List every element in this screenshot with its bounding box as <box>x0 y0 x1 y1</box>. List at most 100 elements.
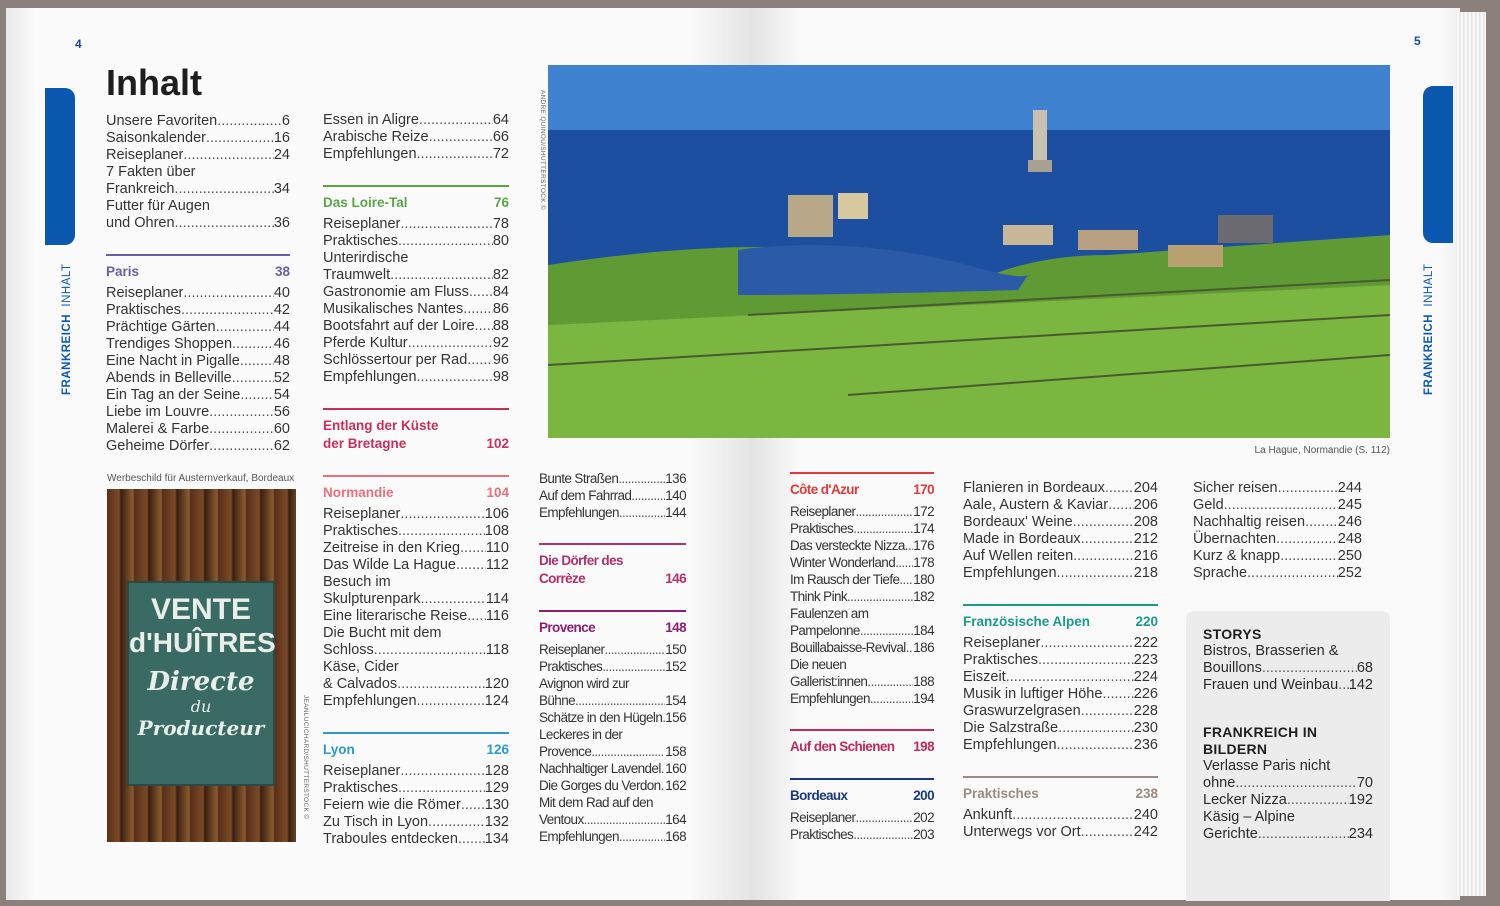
toc-entry[interactable]: Ein Tag an der Seine 54 <box>106 387 290 404</box>
toc-entry[interactable]: Zu Tisch in Lyon 132 <box>323 814 509 831</box>
toc-entry[interactable]: Reiseplaner 78 <box>323 216 509 233</box>
toc-entry[interactable]: Avignon wird zur Bühne 154 <box>539 675 687 709</box>
toc-entry[interactable]: Auf Wellen reiten 216 <box>963 548 1158 565</box>
section-heading[interactable]: Côte d'Azur 170 <box>790 472 935 499</box>
toc-entry[interactable]: Made in Bordeaux 212 <box>963 531 1158 548</box>
toc-entry[interactable]: Eine Nacht in Pigalle 48 <box>106 353 290 370</box>
toc-entry[interactable]: Reiseplaner 24 <box>106 147 290 164</box>
toc-entry[interactable]: Praktisches 203 <box>790 826 935 843</box>
toc-entry[interactable]: Saisonkalender 16 <box>106 130 290 147</box>
toc-entry[interactable]: Praktisches 152 <box>539 658 687 675</box>
toc-entry[interactable]: Empfehlungen 218 <box>963 565 1158 582</box>
toc-entry[interactable]: Faulenzen am Pampelonne 184 <box>790 605 935 639</box>
toc-entry[interactable]: Think Pink 182 <box>790 588 935 605</box>
toc-entry[interactable]: Die neuen Gallerist:innen 188 <box>790 656 935 690</box>
toc-entry[interactable]: Abends in Belleville 52 <box>106 370 290 387</box>
toc-entry[interactable]: Essen in Aligre 64 <box>323 112 509 129</box>
toc-entry[interactable]: Das Wilde La Hague 112 <box>323 557 509 574</box>
toc-entry[interactable]: Im Rausch der Tiefe 180 <box>790 571 935 588</box>
toc-entry[interactable]: Praktisches 80 <box>323 233 509 250</box>
toc-entry[interactable]: Empfehlungen 72 <box>323 146 509 163</box>
toc-entry[interactable]: Empfehlungen 194 <box>790 690 935 707</box>
section-heading[interactable]: Die Dörfer des Corrèze 146 <box>539 543 687 588</box>
toc-entry[interactable]: Geld 245 <box>1193 497 1362 514</box>
section-heading[interactable]: Provence 148 <box>539 610 687 637</box>
toc-entry[interactable]: Malerei & Farbe 60 <box>106 421 290 438</box>
toc-entry[interactable]: Reiseplaner 128 <box>323 763 509 780</box>
toc-entry[interactable]: Feiern wie die Römer 130 <box>323 797 509 814</box>
section-heading[interactable]: Bordeaux 200 <box>790 778 935 805</box>
toc-entry[interactable]: Praktisches 223 <box>963 652 1158 669</box>
toc-entry[interactable]: Winter Wonderland 178 <box>790 554 935 571</box>
section-heading[interactable]: Lyon 126 <box>323 732 509 759</box>
toc-entry[interactable]: Eine literarische Reise 116 <box>323 608 509 625</box>
toc-entry[interactable]: Arabische Reize 66 <box>323 129 509 146</box>
toc-entry[interactable]: Traboules entdecken 134 <box>323 831 509 848</box>
toc-entry[interactable]: Unterwegs vor Ort 242 <box>963 824 1158 841</box>
toc-entry[interactable]: Bouillabaisse-Revival 186 <box>790 639 935 656</box>
toc-entry[interactable]: Aale, Austern & Kaviar 206 <box>963 497 1158 514</box>
toc-entry[interactable]: Praktisches 108 <box>323 523 509 540</box>
toc-entry[interactable]: Bistros, Brasserien &Bouillons 68 <box>1203 643 1373 677</box>
toc-entry[interactable]: Empfehlungen 168 <box>539 828 687 845</box>
toc-entry[interactable]: Graswurzelgrasen 228 <box>963 703 1158 720</box>
toc-entry[interactable]: Reiseplaner 222 <box>963 635 1158 652</box>
toc-entry[interactable]: Unsere Favoriten 6 <box>106 113 290 130</box>
toc-entry[interactable]: Geheime Dörfer 62 <box>106 438 290 455</box>
toc-entry[interactable]: Mit dem Rad auf den Ventoux 164 <box>539 794 687 828</box>
toc-entry[interactable]: Reiseplaner 172 <box>790 503 935 520</box>
toc-entry[interactable]: Reiseplaner 150 <box>539 641 687 658</box>
toc-entry[interactable]: Nachhaltiger Lavendel 160 <box>539 760 687 777</box>
toc-entry[interactable]: Flanieren in Bordeaux 204 <box>963 480 1158 497</box>
toc-entry[interactable]: Musikalisches Nantes 86 <box>323 301 509 318</box>
toc-entry[interactable]: Empfehlungen 236 <box>963 737 1158 754</box>
toc-entry[interactable]: Leckeres in der Provence 158 <box>539 726 687 760</box>
section-heading[interactable]: Praktisches 238 <box>963 776 1158 803</box>
toc-entry[interactable]: Übernachten 248 <box>1193 531 1362 548</box>
toc-entry[interactable]: Auf dem Fahrrad 140 <box>539 487 687 504</box>
section-heading[interactable]: Normandie 104 <box>323 475 509 502</box>
toc-entry[interactable]: Reiseplaner 40 <box>106 285 290 302</box>
toc-entry[interactable]: Empfehlungen 144 <box>539 504 687 521</box>
toc-entry[interactable]: Käse, Cider& Calvados 120 <box>323 659 509 693</box>
toc-entry[interactable]: Sicher reisen 244 <box>1193 480 1362 497</box>
toc-entry[interactable]: Reiseplaner 202 <box>790 809 935 826</box>
section-heading[interactable]: Paris 38 <box>106 254 290 281</box>
toc-entry[interactable]: Empfehlungen 124 <box>323 693 509 710</box>
toc-entry[interactable]: Pferde Kultur 92 <box>323 335 509 352</box>
toc-entry[interactable]: Musik in luftiger Höhe 226 <box>963 686 1158 703</box>
toc-entry[interactable]: Die Salzstraße 230 <box>963 720 1158 737</box>
toc-entry[interactable]: Reiseplaner 106 <box>323 506 509 523</box>
toc-entry[interactable]: Zeitreise in den Krieg 110 <box>323 540 509 557</box>
toc-entry[interactable]: Frauen und Weinbau 142 <box>1203 677 1373 694</box>
toc-entry[interactable]: Kurz & knapp 250 <box>1193 548 1362 565</box>
toc-entry[interactable]: Praktisches 129 <box>323 780 509 797</box>
section-heading[interactable]: Französische Alpen 220 <box>963 604 1158 631</box>
toc-entry[interactable]: Schlössertour per Rad 96 <box>323 352 509 369</box>
toc-entry[interactable]: Nachhaltig reisen 246 <box>1193 514 1362 531</box>
toc-entry[interactable]: Bordeaux' Weine 208 <box>963 514 1158 531</box>
toc-entry[interactable]: Praktisches 174 <box>790 520 935 537</box>
toc-entry[interactable]: Praktisches 42 <box>106 302 290 319</box>
toc-entry[interactable]: Liebe im Louvre 56 <box>106 404 290 421</box>
section-heading[interactable]: Das Loire-Tal 76 <box>323 185 509 212</box>
toc-entry[interactable]: Eiszeit 224 <box>963 669 1158 686</box>
toc-entry[interactable]: Das versteckte Nizza 176 <box>790 537 935 554</box>
toc-entry[interactable]: Bootsfahrt auf der Loire 88 <box>323 318 509 335</box>
toc-entry[interactable]: Ankunft 240 <box>963 807 1158 824</box>
section-heading[interactable]: Entlang der Küste der Bretagne 102 <box>323 408 509 453</box>
toc-entry[interactable]: Sprache 252 <box>1193 565 1362 582</box>
toc-entry[interactable]: Empfehlungen 98 <box>323 369 509 386</box>
toc-entry[interactable]: Trendiges Shoppen 46 <box>106 336 290 353</box>
toc-entry[interactable]: Gastronomie am Fluss 84 <box>323 284 509 301</box>
toc-entry[interactable]: Bunte Straßen 136 <box>539 470 687 487</box>
section-heading[interactable]: Auf den Schienen 198 <box>790 729 935 756</box>
toc-entry[interactable]: Schätze in den Hügeln156 <box>539 709 687 726</box>
